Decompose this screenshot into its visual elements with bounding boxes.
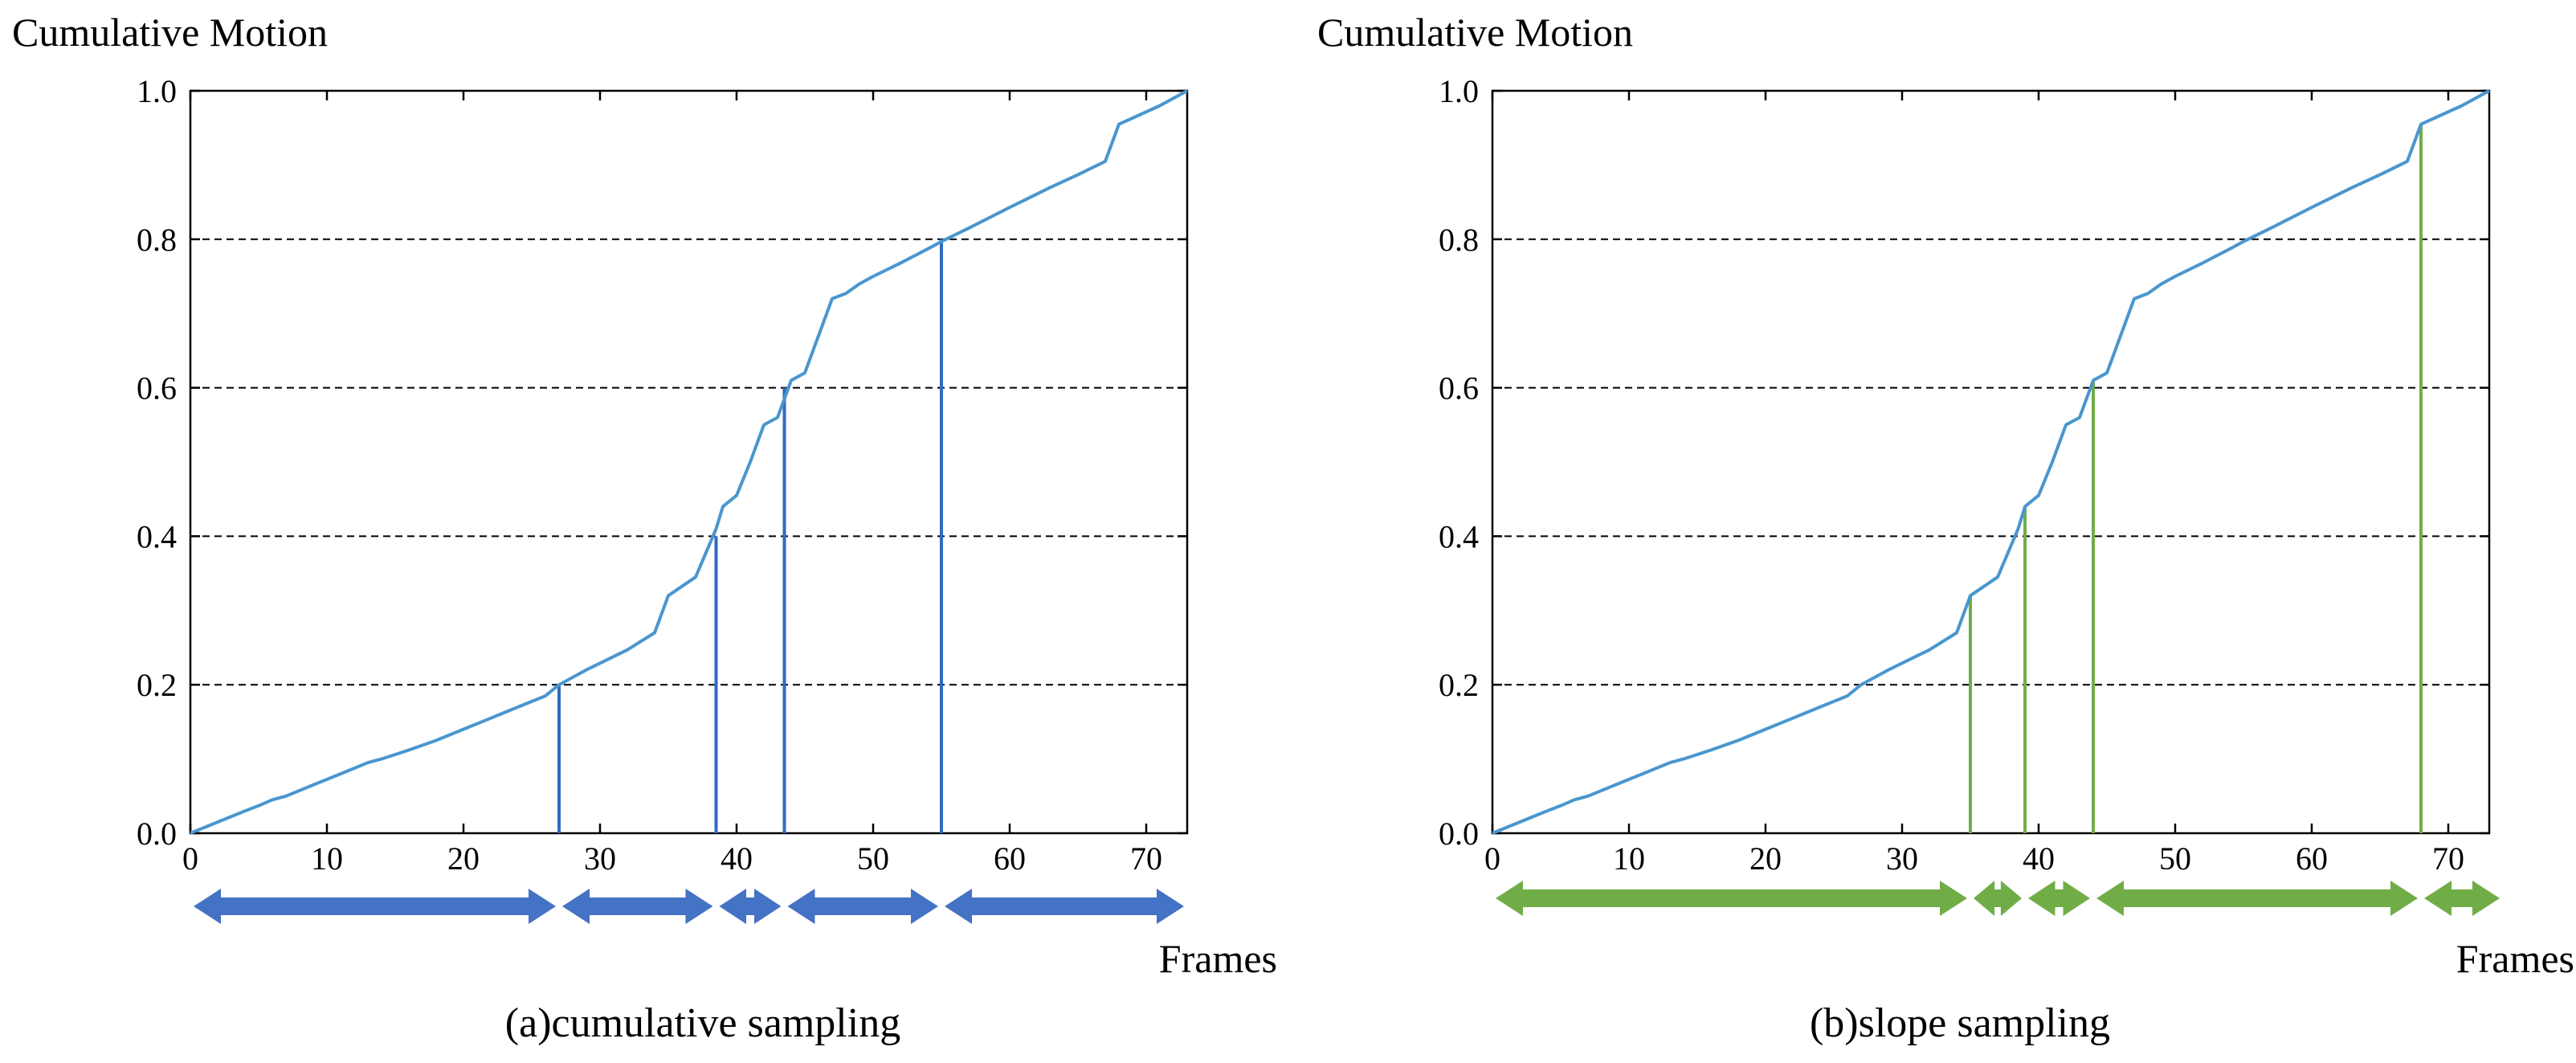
- panel-a-y-tick-label: 0.8: [137, 222, 177, 258]
- panel-a-y-tick-label: 1.0: [137, 73, 177, 109]
- panel-a-segment-arrow: [787, 889, 938, 924]
- panel-a-y-tick-label: 0.6: [137, 370, 177, 407]
- panel-b-y-tick-label: 0.6: [1439, 370, 1479, 407]
- panel-a-y-tick-label: 0.4: [137, 518, 177, 554]
- panel-a-x-tick-label: 40: [721, 840, 753, 877]
- panel-a-x-tick-label: 10: [311, 840, 343, 877]
- panel-b-segment-arrow: [2028, 881, 2090, 916]
- panel-a-y-tick-label: 0.0: [137, 816, 177, 852]
- panel-a-x-tick-label: 0: [182, 840, 198, 877]
- panel-a-segment-arrow: [719, 889, 782, 924]
- panel-b-y-axis-title: Cumulative Motion: [1317, 10, 1633, 55]
- panel-a-segment-arrow: [945, 889, 1184, 924]
- panel-a-segment-arrow: [562, 889, 713, 924]
- panel-b-y-tick-label: 0.8: [1439, 222, 1479, 258]
- panel-b-y-tick-label: 0.2: [1439, 667, 1479, 703]
- panel-a-x-tick-label: 20: [447, 840, 480, 877]
- panel-b-y-tick-label: 0.4: [1439, 518, 1479, 554]
- panel-b-x-tick-label: 50: [2159, 840, 2191, 877]
- panel-b-x-tick-label: 70: [2432, 840, 2464, 877]
- panel-b-segment-arrow: [1496, 881, 1967, 916]
- panel-b-x-tick-label: 60: [2296, 840, 2328, 877]
- panel-a-cumulative-motion-line: [190, 89, 1188, 835]
- panel-a-x-axis-title: Frames: [1159, 936, 1277, 981]
- panel-b-x-tick-label: 0: [1484, 840, 1500, 877]
- panel-a-x-tick-label: 30: [584, 840, 616, 877]
- panel-b-y-tick-label: 0.0: [1439, 816, 1479, 852]
- panel-b-segment-arrow: [1974, 881, 2022, 916]
- panel-b-cumulative-motion-line: [1492, 89, 2490, 835]
- panel-a-x-tick-label: 60: [994, 840, 1026, 877]
- panel-a-y-tick-label: 0.2: [137, 667, 177, 703]
- panel-b-x-tick-label: 10: [1613, 840, 1645, 877]
- panel-b-segment-arrow: [2096, 881, 2418, 916]
- panel-a-cumulative-sampling: Cumulative Motion Frames (a)cumulative s…: [12, 10, 1277, 1046]
- panel-b-x-tick-label: 40: [2023, 840, 2055, 877]
- panel-a-x-tick-label: 50: [857, 840, 889, 877]
- panel-b-segment-arrow: [2424, 881, 2500, 916]
- panel-a-x-tick-label: 70: [1130, 840, 1162, 877]
- panel-b-plot-frame: [1491, 89, 2491, 835]
- panel-b-slope-sampling: Cumulative Motion Frames (b)slope sampli…: [1317, 10, 2574, 1046]
- panel-b-x-tick-label: 20: [1749, 840, 1782, 877]
- panel-b-x-tick-label: 30: [1886, 840, 1918, 877]
- panel-b-y-tick-label: 1.0: [1439, 73, 1479, 109]
- panel-b-caption: (b)slope sampling: [1810, 1000, 2110, 1046]
- panel-a-segment-arrow: [194, 889, 556, 924]
- panel-a-plot-frame: [189, 89, 1189, 835]
- panel-a-y-axis-title: Cumulative Motion: [12, 10, 328, 55]
- panel-b-x-axis-title: Frames: [2456, 936, 2574, 981]
- panel-a-caption: (a)cumulative sampling: [505, 1000, 900, 1046]
